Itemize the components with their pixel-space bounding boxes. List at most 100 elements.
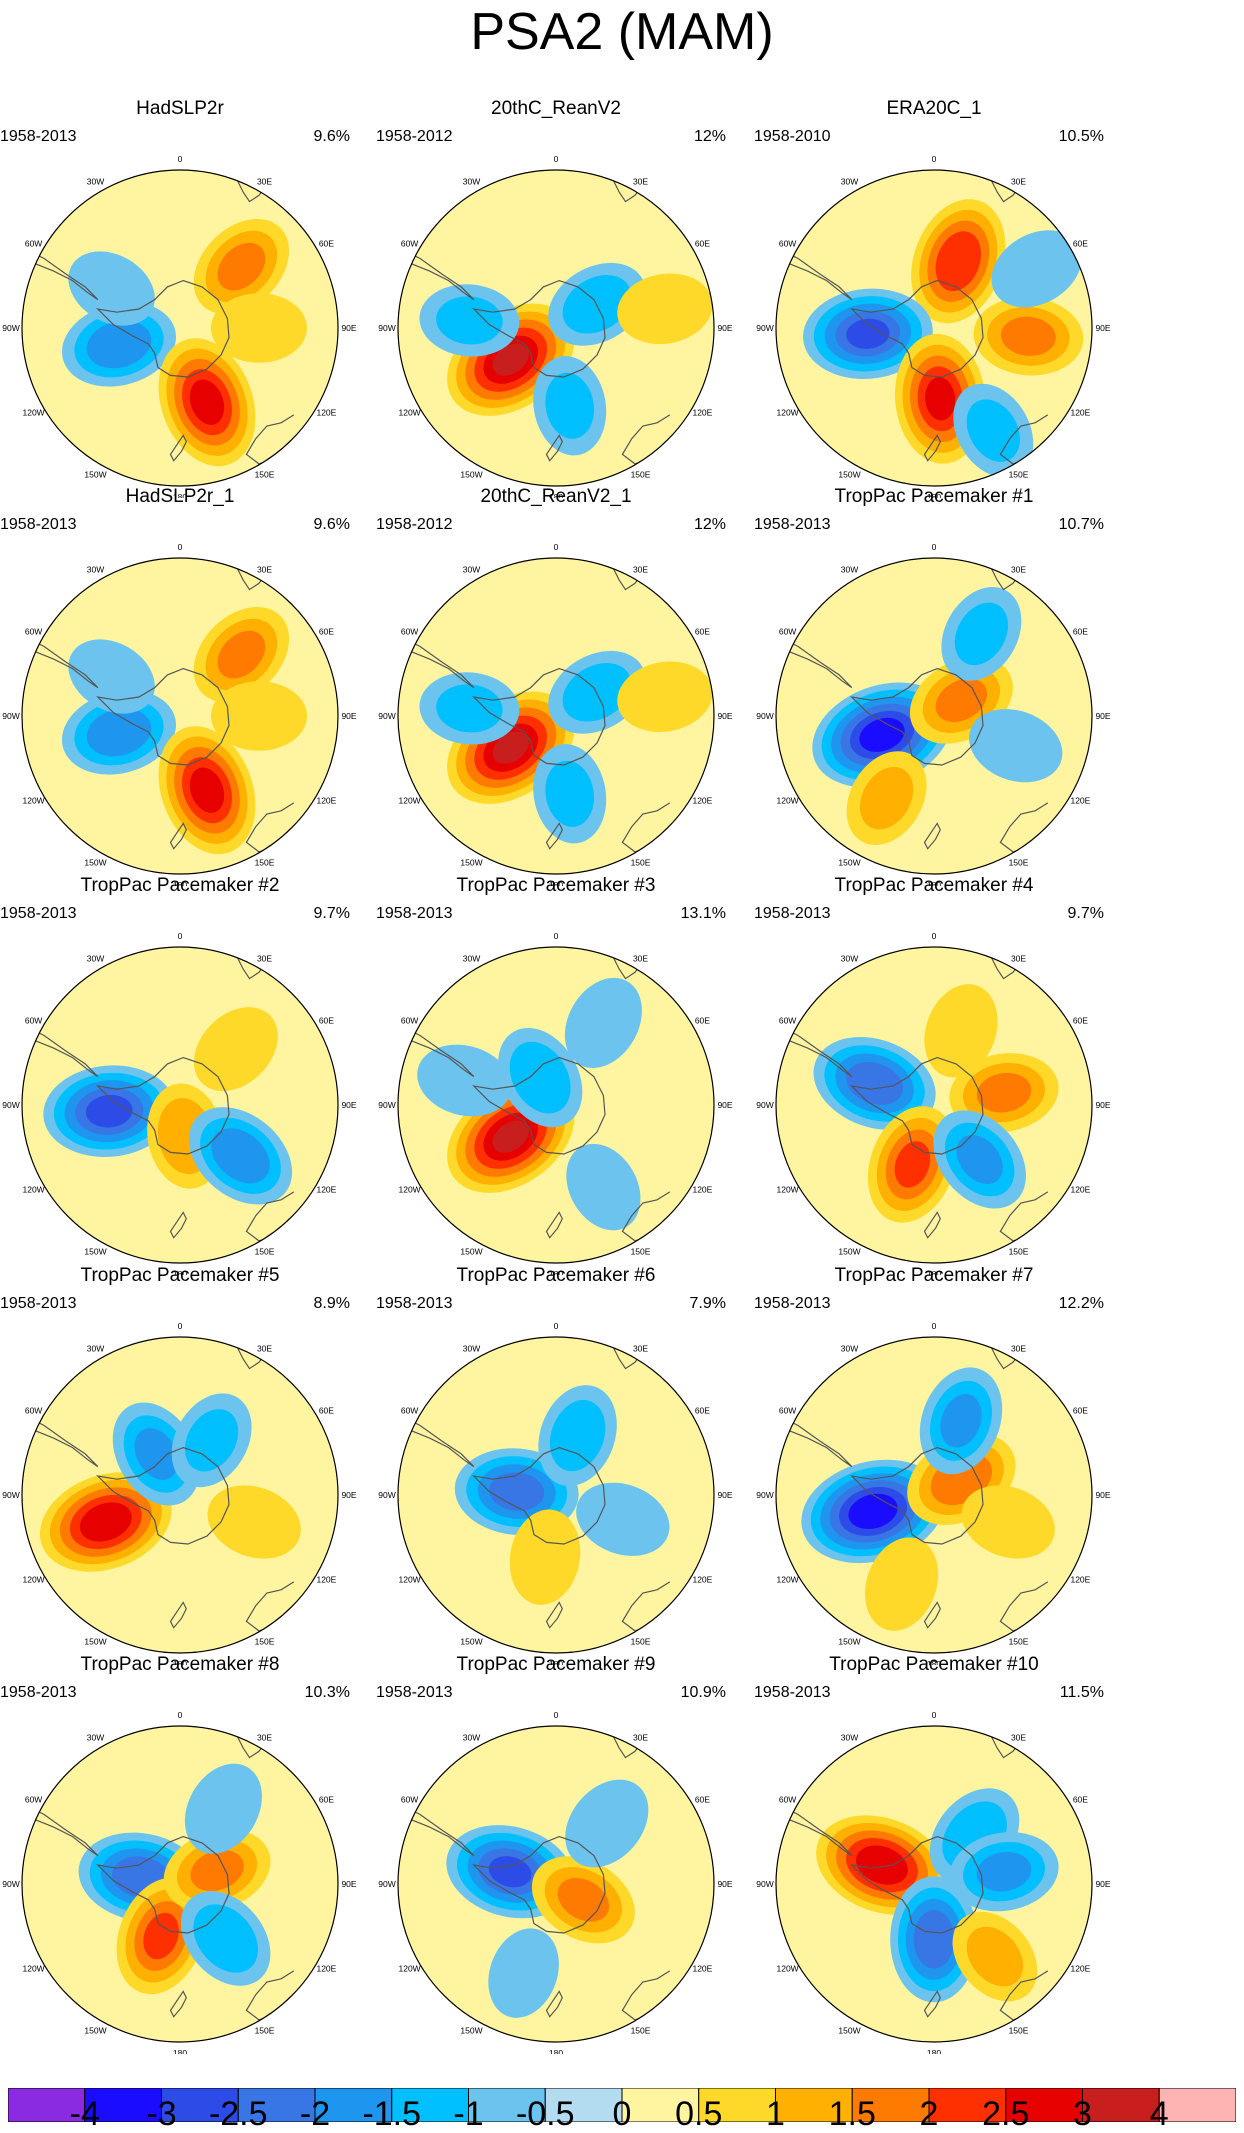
- coastline: [24, 248, 99, 301]
- longitude-label: 90E: [717, 711, 732, 721]
- map-panel: TropPac Pacemaker #8 1958-2013 10.3% 0 30E 60…: [0, 1654, 370, 2054]
- anomaly-center: [61, 302, 177, 387]
- coastline: [545, 434, 563, 462]
- anomaly-center: [509, 1509, 581, 1605]
- longitude-label: 120E: [692, 408, 712, 418]
- longitude-label: 120E: [692, 1964, 712, 1974]
- longitude-label: 30E: [257, 1344, 272, 1354]
- anomaly-center: [39, 1472, 172, 1572]
- anomaly-center: [867, 1106, 957, 1223]
- coastline: [778, 1415, 853, 1468]
- longitude-label: 180: [549, 1659, 563, 1665]
- panel-title: TropPac Pacemaker #2: [80, 875, 280, 896]
- longitude-label: 0: [554, 154, 559, 164]
- longitude-label: 150W: [838, 857, 860, 867]
- anomaly-center: [565, 1779, 649, 1868]
- anomaly-center: [419, 284, 520, 357]
- longitude-label: 150E: [255, 1636, 275, 1646]
- anomaly-contour: [184, 1763, 262, 1854]
- longitude-label: 120E: [316, 1575, 336, 1585]
- coastline: [169, 434, 187, 462]
- anomaly-contour: [564, 977, 642, 1068]
- anomaly-contour: [211, 1128, 270, 1184]
- longitude-label: 120E: [1070, 408, 1090, 418]
- longitude-label: 60W: [25, 239, 42, 249]
- polar-map: 0 30E 60E 90E 120E 150E 180 150W 120W 90W 60W 30W: [2, 154, 357, 498]
- anomaly-contour: [956, 1134, 1003, 1185]
- anomaly-center: [211, 293, 307, 363]
- anomaly-contour: [417, 1044, 512, 1117]
- longitude-label: 60W: [779, 1016, 796, 1026]
- colorbar-tick-label: 2.5: [982, 2095, 1030, 2133]
- longitude-label: 150W: [460, 2025, 482, 2035]
- longitude-label: 90E: [1095, 711, 1110, 721]
- longitude-label: 150E: [631, 2025, 651, 2035]
- polar-map: 0 30E 60E 90E 120E 150E 180 150W 120W 90W 60W 30W: [756, 542, 1111, 886]
- anomaly-center: [933, 1110, 1026, 1209]
- panel-variance: 13.1%: [680, 905, 726, 922]
- longitude-label: 30E: [1011, 954, 1026, 964]
- map-boundary: [775, 946, 1093, 1264]
- polar-map: 0 30E 60E 90E 120E 150E 180 150W 120W 90W 60W 30W: [756, 154, 1111, 498]
- longitude-label: 120E: [316, 796, 336, 806]
- longitude-label: 90W: [378, 711, 395, 721]
- anomaly-contour: [969, 709, 1063, 783]
- longitude-label: 0: [554, 542, 559, 552]
- longitude-label: 0: [178, 1710, 183, 1720]
- panel-years: 1958-2013: [0, 128, 77, 145]
- anomaly-contour: [211, 293, 307, 363]
- coastline: [400, 1415, 475, 1468]
- longitude-label: 120E: [316, 1185, 336, 1195]
- longitude-label: 90W: [756, 1490, 773, 1500]
- longitude-label: 120W: [776, 1185, 798, 1195]
- anomaly-contour: [565, 1779, 649, 1868]
- map-panel: TropPac Pacemaker #3 1958-2013 13.1% 0 30E 60…: [366, 875, 746, 1275]
- panel-variance: 12%: [693, 516, 726, 533]
- longitude-label: 90E: [1095, 1100, 1110, 1110]
- longitude-label: 150W: [84, 2025, 106, 2035]
- map-panel: HadSLP2r_1 1958-2013 9.6% 0 30E 60E 90E 120E 150…: [0, 486, 370, 886]
- longitude-label: 60E: [319, 1406, 334, 1416]
- anomaly-center: [193, 1007, 278, 1092]
- panel-title: 20thC_ReanV2_1: [480, 486, 632, 507]
- anomaly-center: [417, 1044, 512, 1117]
- anomaly-contour: [436, 296, 503, 345]
- colorbar-tick-label: -1.5: [362, 2095, 422, 2133]
- polar-map: 0 30E 60E 90E 120E 150E 180 150W 120W 90W 60W 30W: [378, 154, 733, 498]
- longitude-label: 150E: [1009, 1636, 1029, 1646]
- longitude-label: 60W: [779, 1406, 796, 1416]
- coastline: [850, 1056, 984, 1155]
- longitude-label: 90E: [341, 1100, 356, 1110]
- anomaly-center: [193, 218, 290, 315]
- anomaly-contour: [68, 639, 155, 714]
- anomaly-contour: [966, 1926, 1024, 1987]
- longitude-label: 90W: [756, 711, 773, 721]
- anomaly-contour: [207, 1485, 301, 1559]
- anomaly-contour: [935, 678, 988, 722]
- anomaly-contour: [79, 1502, 132, 1542]
- map-panel: 20thC_ReanV2_1 1958-2012 12% 0 30E 60E 90E 120E…: [366, 486, 746, 886]
- colorbar-swatch: [1158, 2088, 1236, 2122]
- colorbar-tick-label: -2: [299, 2095, 331, 2133]
- anomaly-contour: [976, 1851, 1032, 1892]
- anomaly-contour: [1000, 316, 1056, 356]
- longitude-label: 30W: [463, 565, 480, 575]
- coastline: [169, 1211, 187, 1239]
- longitude-label: 90E: [717, 1100, 732, 1110]
- anomaly-center: [617, 273, 713, 345]
- anomaly-center: [911, 199, 1006, 324]
- longitude-label: 90E: [717, 1879, 732, 1889]
- anomaly-center: [188, 1107, 293, 1205]
- longitude-label: 120W: [776, 796, 798, 806]
- anomaly-center: [43, 1065, 176, 1157]
- coastline: [472, 1446, 606, 1545]
- panel-title: TropPac Pacemaker #3: [456, 875, 656, 896]
- longitude-label: 150W: [460, 1636, 482, 1646]
- coastline: [472, 1835, 606, 1934]
- longitude-label: 120E: [316, 1964, 336, 1974]
- longitude-label: 60E: [1073, 239, 1088, 249]
- anomaly-contour: [509, 1509, 581, 1605]
- polar-map: 0 30E 60E 90E 120E 150E 180 150W 120W 90W 60W 30W: [378, 1321, 733, 1665]
- map-panel: TropPac Pacemaker #5 1958-2013 8.9% 0 30E 60E…: [0, 1265, 370, 1665]
- colorbar-tick-label: -4: [69, 2095, 100, 2133]
